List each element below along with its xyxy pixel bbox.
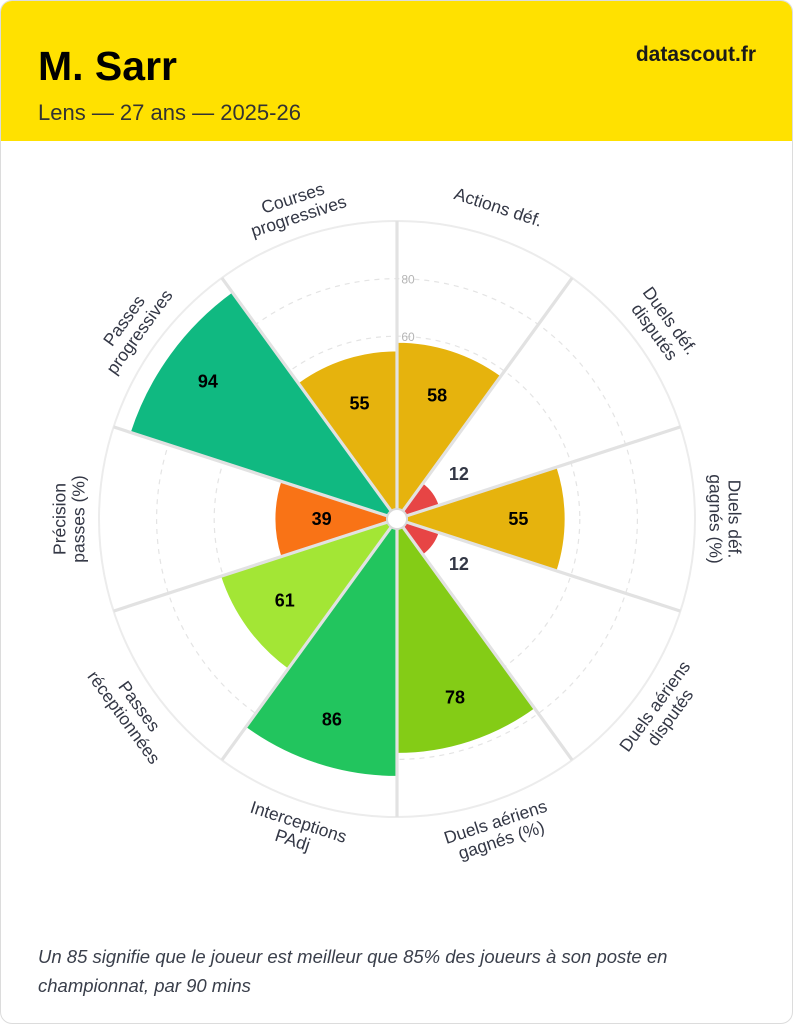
spoke-line [406, 425, 681, 518]
spoke-line [406, 520, 681, 613]
player-meta: Lens — 27 ans — 2025-26 [38, 100, 301, 125]
spoke-line [220, 276, 393, 512]
value-label: 86 [322, 709, 342, 729]
tick-label: 80 [401, 273, 415, 287]
spoke-line [113, 520, 388, 613]
value-label: 39 [312, 509, 332, 529]
spoke-line [401, 526, 574, 762]
value-label: 12 [449, 464, 469, 484]
spoke-line [401, 276, 574, 512]
footer-note: Un 85 signifie que le joueur est meilleu… [38, 946, 668, 996]
value-label: 61 [275, 591, 295, 611]
brand-label: datascout.fr [635, 43, 756, 66]
spoke-line [113, 425, 388, 518]
value-label: 78 [445, 687, 465, 707]
polar-chart: 60 80 58 12 55 12 78 86 61 39 94 55 Actions déf. Duel… [50, 178, 745, 863]
value-label: 58 [427, 385, 447, 405]
value-label: 12 [449, 554, 469, 574]
value-label: 55 [508, 509, 528, 529]
header-banner: M. Sarr Lens — 27 ans — 2025-26 datascou… [1, 1, 792, 141]
axis-label: Précisionpasses (%) [50, 475, 89, 563]
chart-center [386, 508, 408, 530]
value-label: 55 [349, 394, 369, 414]
tick-label: 60 [401, 330, 415, 344]
value-label: 94 [198, 372, 218, 392]
axis-label: Duels déf.gagnés (%) [706, 474, 745, 564]
axis-label: Actions déf. [452, 183, 545, 230]
player-name: M. Sarr [38, 43, 177, 89]
spoke-line [220, 526, 393, 762]
